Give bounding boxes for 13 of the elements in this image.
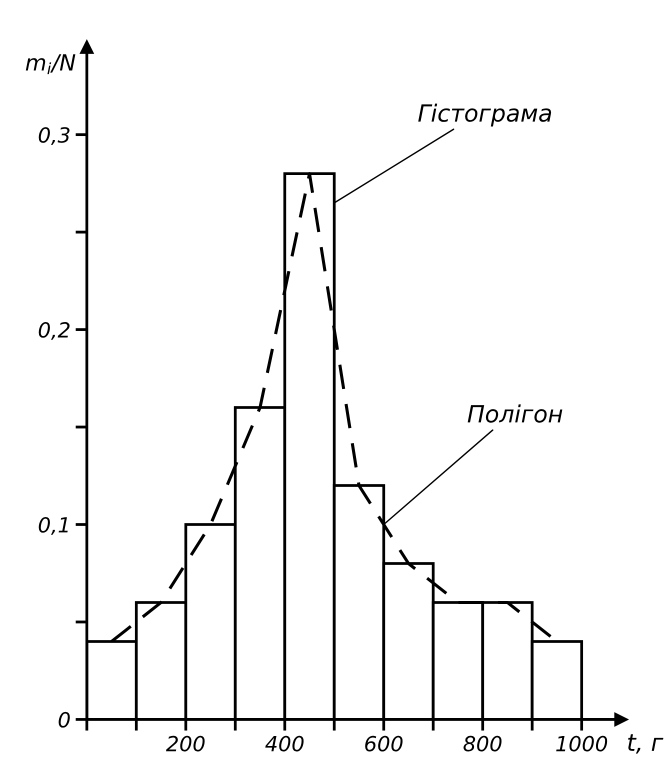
x-tick-label: 600: [365, 736, 403, 752]
x-tick-label: 200: [166, 736, 205, 752]
y-tick-label: 0,1: [38, 516, 68, 535]
y-tick-label: 0: [58, 712, 70, 728]
y-tick-label: 0,2: [38, 322, 70, 340]
y-axis-title: m$_{i}$/N: [26, 54, 76, 74]
annotation: Полігон: [468, 404, 562, 423]
x-tick-label: 400: [265, 736, 304, 752]
annotation: Гістограма: [418, 104, 552, 126]
x-tick-label: 1000: [556, 736, 608, 752]
y-tick-label: 0,3: [38, 127, 70, 145]
x-axis-title: t, г: [628, 734, 664, 754]
x-tick-label: 800: [464, 736, 502, 752]
